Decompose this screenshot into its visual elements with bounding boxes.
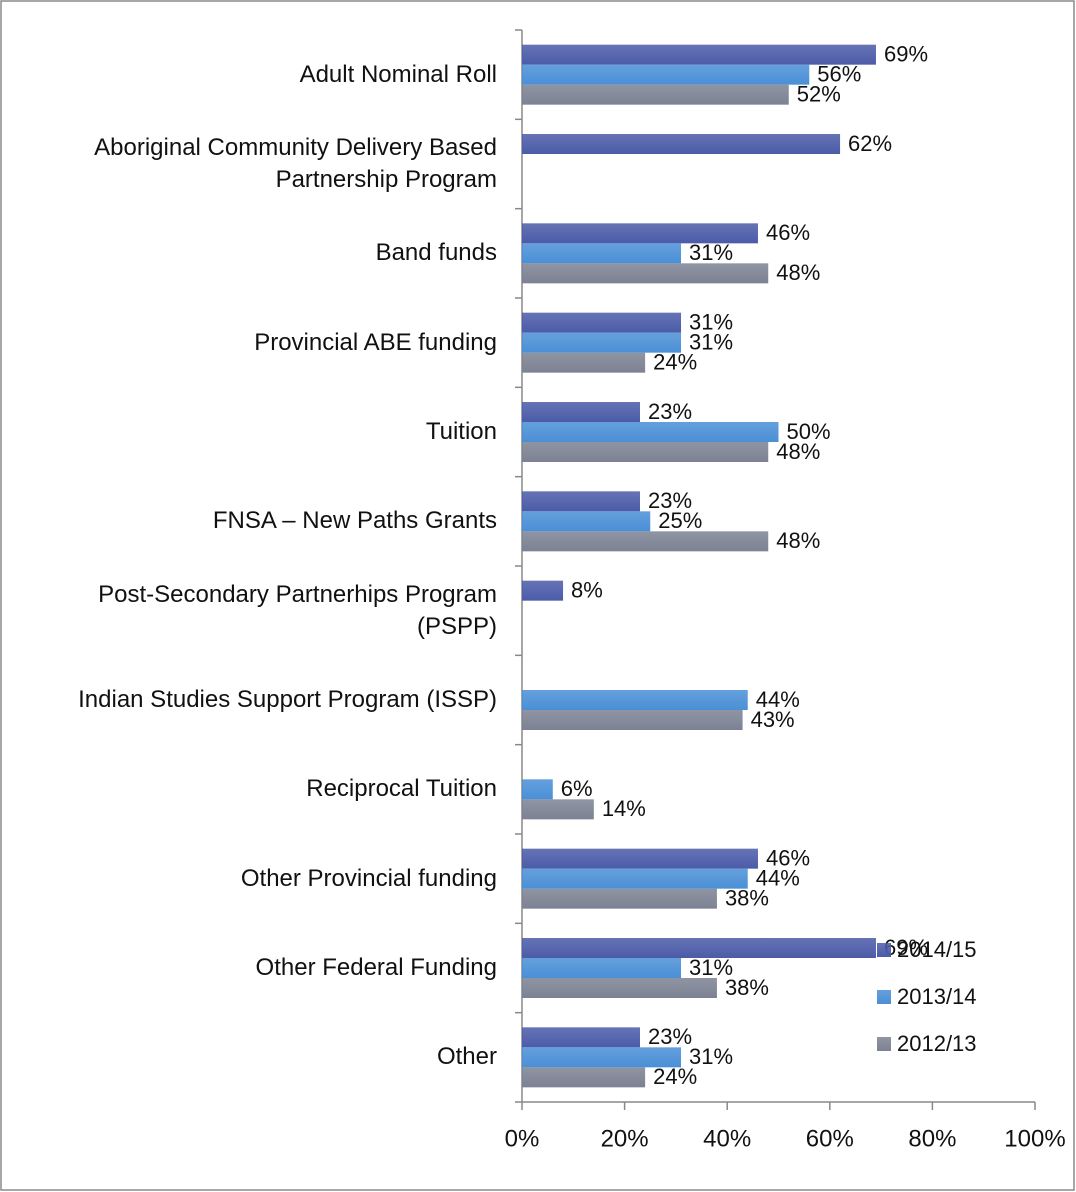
- bar: [522, 442, 769, 462]
- bar: [522, 84, 789, 105]
- data-label: 23%: [648, 1024, 692, 1049]
- data-label: 31%: [689, 329, 733, 354]
- category-text: Adult Nominal Roll: [299, 60, 497, 88]
- data-label: 50%: [787, 419, 831, 444]
- category-text: Band funds: [375, 239, 497, 267]
- bar: [522, 352, 646, 373]
- bar: [522, 779, 553, 800]
- data-label: 6%: [561, 776, 593, 801]
- category-label: Post-Secondary Partnerhips Program (PSPP…: [12, 566, 497, 655]
- bar: [522, 402, 640, 422]
- data-label: 69%: [884, 935, 928, 960]
- bar: [522, 263, 769, 284]
- bar: [522, 134, 841, 154]
- data-label: 31%: [689, 240, 733, 265]
- data-label: 23%: [648, 488, 692, 513]
- category-text: Aboriginal Community Delivery Based Part…: [94, 133, 497, 193]
- bar: [522, 710, 743, 730]
- x-tick-label: 100%: [1004, 1125, 1065, 1152]
- bar: [522, 888, 717, 909]
- category-text: Post-Secondary Partnerhips Program (PSPP…: [98, 580, 497, 640]
- bar: [522, 1067, 646, 1088]
- data-label: 25%: [658, 508, 702, 533]
- category-text: Other: [436, 1043, 497, 1071]
- category-label: Other Provincial funding: [12, 834, 497, 923]
- category-label: Indian Studies Support Program (ISSP): [12, 655, 497, 744]
- category-text: Other Federal Funding: [255, 953, 497, 981]
- bar: [522, 580, 564, 601]
- legend-swatch: [877, 1037, 891, 1051]
- bar: [522, 690, 748, 710]
- bar: [522, 531, 769, 552]
- data-label: 56%: [817, 61, 861, 86]
- data-label: 38%: [725, 975, 769, 1000]
- data-label: 43%: [751, 707, 795, 732]
- x-tick-label: 60%: [806, 1125, 854, 1152]
- data-label: 31%: [689, 309, 733, 334]
- category-label: Reciprocal Tuition: [12, 745, 497, 834]
- bar: [522, 491, 640, 512]
- data-label: 48%: [776, 260, 820, 285]
- x-tick-label: 40%: [703, 1125, 751, 1152]
- bar: [522, 332, 682, 353]
- data-label: 24%: [653, 349, 697, 374]
- category-text: FNSA – New Paths Grants: [212, 507, 497, 535]
- category-text: Indian Studies Support Program (ISSP): [78, 685, 497, 713]
- bar: [522, 799, 594, 820]
- category-label: Other Federal Funding: [12, 923, 497, 1012]
- data-label: 8%: [571, 577, 603, 602]
- category-label: Band funds: [12, 209, 497, 298]
- data-label: 14%: [602, 796, 646, 821]
- category-label: Other: [12, 1013, 497, 1102]
- bar: [522, 1047, 682, 1068]
- category-text: Other Provincial funding: [240, 864, 497, 892]
- category-label: FNSA – New Paths Grants: [12, 477, 497, 566]
- legend-label: 2014/15: [897, 937, 977, 962]
- data-label: 44%: [756, 687, 800, 712]
- category-text: Provincial ABE funding: [254, 328, 497, 356]
- data-label: 48%: [776, 528, 820, 553]
- x-tick-label: 0%: [505, 1125, 540, 1152]
- category-label: Provincial ABE funding: [12, 298, 497, 387]
- bar: [522, 44, 876, 65]
- data-label: 24%: [653, 1064, 697, 1089]
- data-label: 48%: [776, 439, 820, 464]
- legend-label: 2013/14: [897, 984, 977, 1009]
- category-text: Tuition: [425, 417, 497, 445]
- bar: [522, 422, 779, 442]
- bar: [522, 848, 758, 869]
- data-label: 52%: [797, 81, 841, 106]
- data-label: 23%: [648, 399, 692, 424]
- bar: [522, 312, 682, 333]
- legend-swatch: [877, 943, 891, 957]
- bar: [522, 938, 876, 958]
- legend-swatch: [877, 990, 891, 1004]
- x-tick-label: 20%: [601, 1125, 649, 1152]
- data-label: 31%: [689, 955, 733, 980]
- bar: [522, 64, 810, 85]
- bar: [522, 978, 717, 998]
- category-label: Aboriginal Community Delivery Based Part…: [12, 119, 497, 208]
- data-label: 62%: [848, 131, 892, 156]
- bar: [522, 868, 748, 889]
- category-text: Reciprocal Tuition: [306, 775, 497, 803]
- data-label: 46%: [766, 220, 810, 245]
- x-tick-label: 80%: [908, 1125, 956, 1152]
- data-label: 38%: [725, 885, 769, 910]
- data-label: 44%: [756, 865, 800, 890]
- data-label: 46%: [766, 845, 810, 870]
- bar: [522, 1027, 640, 1048]
- category-label: Tuition: [12, 387, 497, 476]
- data-label: 31%: [689, 1044, 733, 1069]
- data-label: 69%: [884, 41, 928, 66]
- category-label: Adult Nominal Roll: [12, 30, 497, 119]
- bar: [522, 958, 682, 978]
- legend-label: 2012/13: [897, 1031, 977, 1056]
- bar: [522, 243, 682, 264]
- bar: [522, 223, 758, 244]
- bar: [522, 511, 651, 532]
